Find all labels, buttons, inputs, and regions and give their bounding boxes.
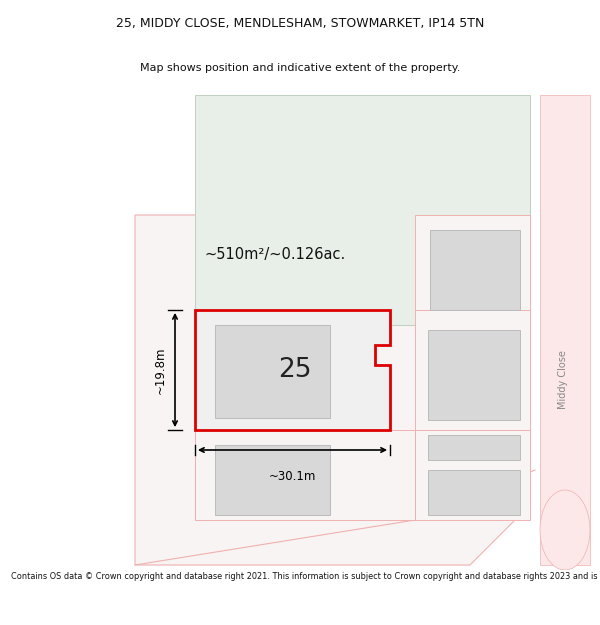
Ellipse shape — [540, 490, 590, 570]
Text: ~19.8m: ~19.8m — [154, 346, 167, 394]
FancyBboxPatch shape — [540, 95, 590, 565]
Text: 25, MIDDY CLOSE, MENDLESHAM, STOWMARKET, IP14 5TN: 25, MIDDY CLOSE, MENDLESHAM, STOWMARKET,… — [116, 18, 484, 30]
FancyBboxPatch shape — [430, 230, 520, 310]
Text: Contains OS data © Crown copyright and database right 2021. This information is : Contains OS data © Crown copyright and d… — [11, 572, 600, 581]
Polygon shape — [195, 95, 530, 325]
Text: ~510m²/~0.126ac.: ~510m²/~0.126ac. — [205, 248, 346, 262]
FancyBboxPatch shape — [428, 330, 520, 420]
Text: 25: 25 — [278, 357, 312, 383]
Polygon shape — [415, 215, 530, 310]
Polygon shape — [135, 215, 530, 565]
Polygon shape — [195, 310, 390, 430]
FancyBboxPatch shape — [215, 445, 330, 515]
FancyBboxPatch shape — [428, 470, 520, 515]
Text: Middy Close: Middy Close — [558, 351, 568, 409]
Polygon shape — [415, 430, 530, 520]
FancyBboxPatch shape — [428, 435, 520, 460]
Text: Map shows position and indicative extent of the property.: Map shows position and indicative extent… — [140, 63, 460, 73]
FancyBboxPatch shape — [215, 325, 330, 418]
Polygon shape — [415, 310, 530, 430]
Polygon shape — [195, 430, 415, 520]
Text: ~30.1m: ~30.1m — [269, 470, 316, 483]
